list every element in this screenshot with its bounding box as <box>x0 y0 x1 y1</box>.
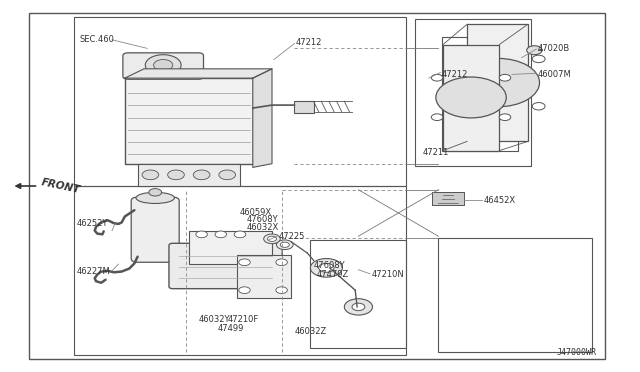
Circle shape <box>276 240 293 250</box>
Circle shape <box>193 170 210 180</box>
Polygon shape <box>432 192 464 205</box>
Bar <box>415 19 531 166</box>
Bar <box>467 24 528 141</box>
Circle shape <box>456 58 540 107</box>
Circle shape <box>527 46 542 55</box>
Text: 47212: 47212 <box>296 38 322 47</box>
Circle shape <box>431 114 443 121</box>
Circle shape <box>436 77 506 118</box>
Bar <box>189 231 272 264</box>
Text: 47608Y: 47608Y <box>246 215 278 224</box>
Text: 47210F: 47210F <box>227 315 259 324</box>
Bar <box>438 238 592 352</box>
Circle shape <box>154 60 173 71</box>
Circle shape <box>145 55 181 76</box>
Text: 46227M: 46227M <box>77 267 111 276</box>
Text: 47479Z: 47479Z <box>317 270 349 279</box>
Circle shape <box>264 234 280 244</box>
Circle shape <box>344 299 372 315</box>
Circle shape <box>451 103 463 110</box>
FancyBboxPatch shape <box>123 53 204 79</box>
Circle shape <box>239 259 250 266</box>
Circle shape <box>310 259 342 277</box>
Text: 46059X: 46059X <box>240 208 272 217</box>
Circle shape <box>196 231 207 238</box>
Circle shape <box>532 103 545 110</box>
Text: J47000WR: J47000WR <box>557 348 596 357</box>
Bar <box>125 78 253 164</box>
Text: 46032Z: 46032Z <box>294 327 326 336</box>
FancyBboxPatch shape <box>169 243 282 289</box>
Circle shape <box>268 236 276 241</box>
Circle shape <box>168 170 184 180</box>
Text: 46452X: 46452X <box>483 196 515 205</box>
Text: 47212: 47212 <box>442 70 468 79</box>
Circle shape <box>280 242 289 247</box>
Circle shape <box>352 303 365 311</box>
Text: 46007M: 46007M <box>538 70 572 79</box>
Bar <box>443 45 499 151</box>
Polygon shape <box>253 69 272 167</box>
Circle shape <box>451 55 463 62</box>
Bar <box>138 164 240 186</box>
Circle shape <box>148 189 162 196</box>
Text: 47211: 47211 <box>422 148 449 157</box>
Text: FRONT: FRONT <box>40 177 81 195</box>
Text: 47210N: 47210N <box>371 270 404 279</box>
Circle shape <box>431 74 443 81</box>
Circle shape <box>499 74 511 81</box>
Text: SEC.460: SEC.460 <box>80 35 115 44</box>
Bar <box>29 13 605 359</box>
Polygon shape <box>125 69 272 78</box>
Circle shape <box>532 55 545 62</box>
Circle shape <box>276 259 287 266</box>
Bar <box>74 17 406 186</box>
Circle shape <box>276 287 287 294</box>
Circle shape <box>319 263 334 272</box>
Bar <box>237 255 291 298</box>
Circle shape <box>215 231 227 238</box>
Circle shape <box>239 287 250 294</box>
Circle shape <box>234 231 246 238</box>
Text: 46032Y: 46032Y <box>198 315 230 324</box>
Circle shape <box>219 170 236 180</box>
Circle shape <box>142 170 159 180</box>
Text: 47608Y: 47608Y <box>314 262 345 270</box>
Text: 47020B: 47020B <box>538 44 570 53</box>
FancyBboxPatch shape <box>131 197 179 262</box>
Text: 46032X: 46032X <box>246 223 278 232</box>
Bar <box>74 186 406 355</box>
Bar <box>442 37 518 151</box>
Text: 46252Y: 46252Y <box>77 219 108 228</box>
Text: 47499: 47499 <box>218 324 244 333</box>
Text: 47225: 47225 <box>278 232 305 241</box>
Bar <box>310 240 406 348</box>
Circle shape <box>499 114 511 121</box>
Bar <box>294 100 314 112</box>
Ellipse shape <box>136 192 174 203</box>
